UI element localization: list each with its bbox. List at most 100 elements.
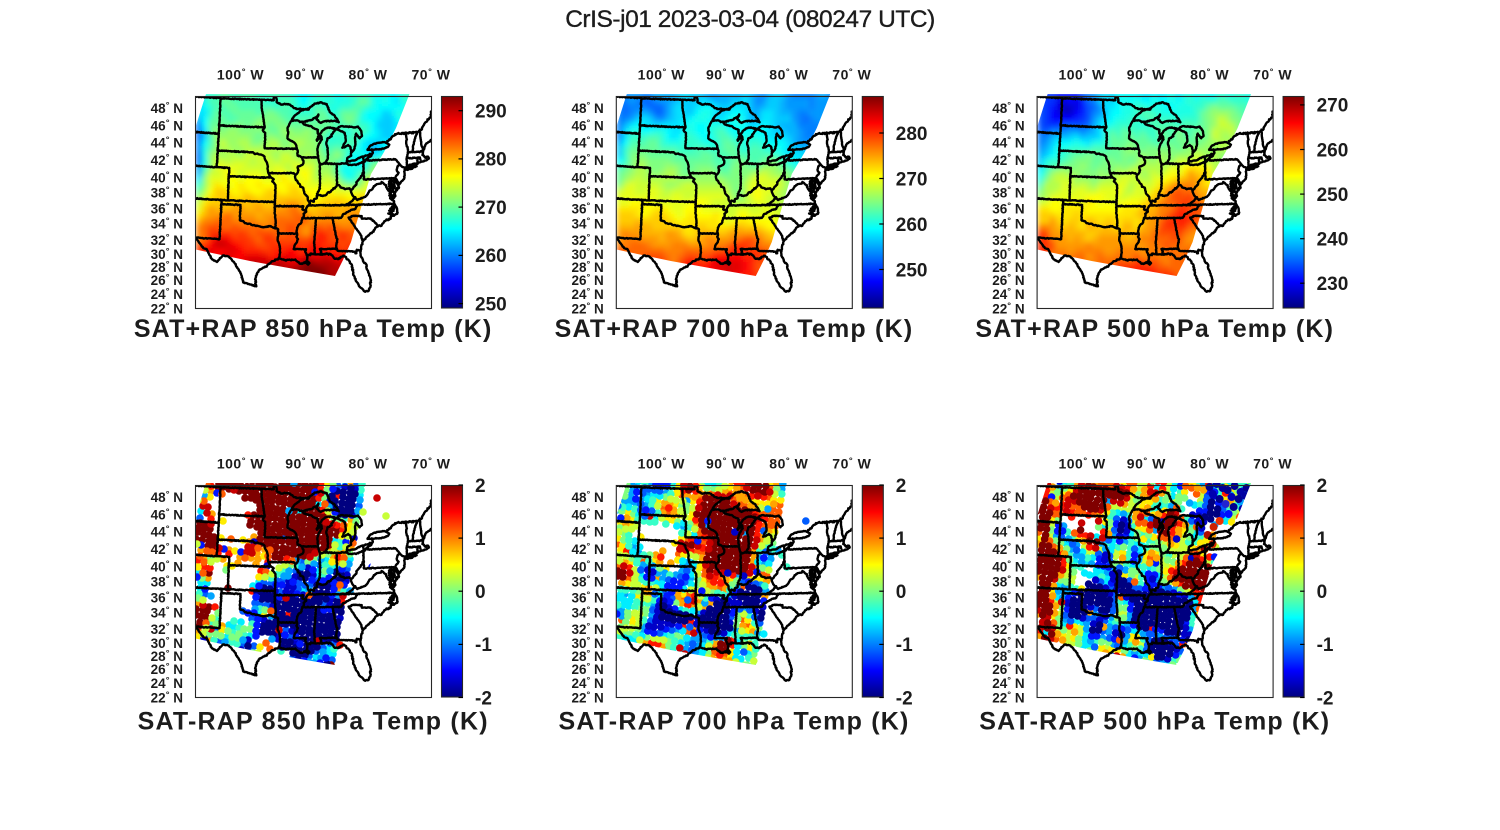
svg-text:36° N: 36° N [151,201,183,217]
svg-text:-2: -2 [475,688,492,709]
svg-text:30° N: 30° N [151,246,183,262]
svg-text:26° N: 26° N [571,661,603,677]
svg-text:0: 0 [475,582,486,603]
svg-text:22° N: 22° N [151,690,183,706]
svg-text:90° W: 90° W [285,67,324,83]
svg-text:28° N: 28° N [571,648,603,664]
svg-text:70° W: 70° W [412,456,451,472]
svg-text:90° W: 90° W [706,67,745,83]
svg-text:34° N: 34° N [151,216,183,232]
svg-text:SAT+RAP 700 hPa Temp (K): SAT+RAP 700 hPa Temp (K) [555,315,914,343]
svg-text:44° N: 44° N [151,134,183,150]
svg-text:SAT+RAP 500 hPa Temp (K): SAT+RAP 500 hPa Temp (K) [975,315,1334,343]
svg-text:-2: -2 [896,688,913,709]
svg-text:26° N: 26° N [151,661,183,677]
svg-text:32° N: 32° N [992,621,1024,637]
svg-text:30° N: 30° N [151,635,183,651]
svg-text:30° N: 30° N [992,246,1024,262]
svg-text:42° N: 42° N [151,152,183,168]
svg-text:260: 260 [1317,140,1349,161]
svg-text:SAT-RAP 500 hPa Temp (K): SAT-RAP 500 hPa Temp (K) [979,708,1330,736]
svg-text:0: 0 [1317,582,1328,603]
svg-text:260: 260 [475,246,507,267]
svg-text:80° W: 80° W [349,456,388,472]
svg-text:40° N: 40° N [571,559,603,575]
svg-text:26° N: 26° N [992,661,1024,677]
svg-text:42° N: 42° N [992,541,1024,557]
svg-text:38° N: 38° N [571,184,603,200]
svg-text:270: 270 [896,169,928,190]
svg-text:80° W: 80° W [1190,456,1229,472]
svg-text:46° N: 46° N [571,118,603,134]
svg-text:100° W: 100° W [638,456,686,472]
svg-text:30° N: 30° N [571,635,603,651]
svg-text:44° N: 44° N [992,134,1024,150]
svg-text:42° N: 42° N [571,541,603,557]
svg-text:48° N: 48° N [992,100,1024,116]
svg-text:240: 240 [1317,230,1349,251]
svg-text:44° N: 44° N [992,523,1024,539]
svg-text:48° N: 48° N [151,100,183,116]
svg-text:28° N: 28° N [571,259,603,275]
svg-text:70° W: 70° W [1253,456,1292,472]
svg-text:90° W: 90° W [706,456,745,472]
svg-text:36° N: 36° N [992,201,1024,217]
svg-text:32° N: 32° N [151,232,183,248]
svg-text:22° N: 22° N [571,690,603,706]
svg-text:CrIS-j01 2023-03-04 (080247 UT: CrIS-j01 2023-03-04 (080247 UTC) [565,6,935,33]
svg-text:24° N: 24° N [151,675,183,691]
svg-text:40° N: 40° N [151,170,183,186]
svg-text:70° W: 70° W [832,67,871,83]
svg-text:100° W: 100° W [638,67,686,83]
svg-text:100° W: 100° W [217,456,265,472]
svg-text:80° W: 80° W [769,67,808,83]
svg-text:-1: -1 [1317,635,1334,656]
svg-text:24° N: 24° N [151,286,183,302]
svg-text:46° N: 46° N [151,507,183,523]
svg-text:48° N: 48° N [151,489,183,505]
svg-text:38° N: 38° N [151,573,183,589]
svg-text:46° N: 46° N [151,118,183,134]
svg-text:46° N: 46° N [992,507,1024,523]
svg-text:44° N: 44° N [151,523,183,539]
svg-text:34° N: 34° N [992,216,1024,232]
svg-text:40° N: 40° N [992,559,1024,575]
svg-text:34° N: 34° N [571,216,603,232]
svg-text:-2: -2 [1317,688,1334,709]
svg-text:SAT-RAP 850 hPa Temp (K): SAT-RAP 850 hPa Temp (K) [138,708,489,736]
svg-text:270: 270 [1317,96,1349,117]
svg-text:90° W: 90° W [1127,456,1166,472]
svg-text:22° N: 22° N [992,301,1024,317]
svg-text:280: 280 [475,150,507,171]
svg-text:80° W: 80° W [349,67,388,83]
svg-text:36° N: 36° N [992,590,1024,606]
svg-text:36° N: 36° N [571,201,603,217]
svg-text:22° N: 22° N [571,301,603,317]
svg-text:230: 230 [1317,274,1349,295]
svg-text:48° N: 48° N [571,100,603,116]
svg-text:260: 260 [896,215,928,236]
svg-text:2: 2 [896,476,907,497]
svg-text:46° N: 46° N [992,118,1024,134]
svg-text:34° N: 34° N [151,605,183,621]
svg-text:SAT-RAP 700 hPa Temp (K): SAT-RAP 700 hPa Temp (K) [558,708,909,736]
svg-text:24° N: 24° N [571,286,603,302]
svg-text:48° N: 48° N [571,489,603,505]
svg-text:80° W: 80° W [1190,67,1229,83]
svg-text:100° W: 100° W [1058,67,1106,83]
svg-text:250: 250 [475,294,507,315]
svg-text:1: 1 [475,529,486,550]
svg-text:26° N: 26° N [992,272,1024,288]
svg-text:1: 1 [1317,529,1328,550]
svg-text:280: 280 [896,124,928,145]
svg-text:100° W: 100° W [217,67,265,83]
svg-text:40° N: 40° N [992,170,1024,186]
svg-text:32° N: 32° N [151,621,183,637]
svg-text:30° N: 30° N [571,246,603,262]
svg-text:0: 0 [896,582,907,603]
svg-text:24° N: 24° N [571,675,603,691]
svg-text:1: 1 [896,529,907,550]
svg-text:38° N: 38° N [571,573,603,589]
svg-text:34° N: 34° N [571,605,603,621]
svg-text:44° N: 44° N [571,134,603,150]
